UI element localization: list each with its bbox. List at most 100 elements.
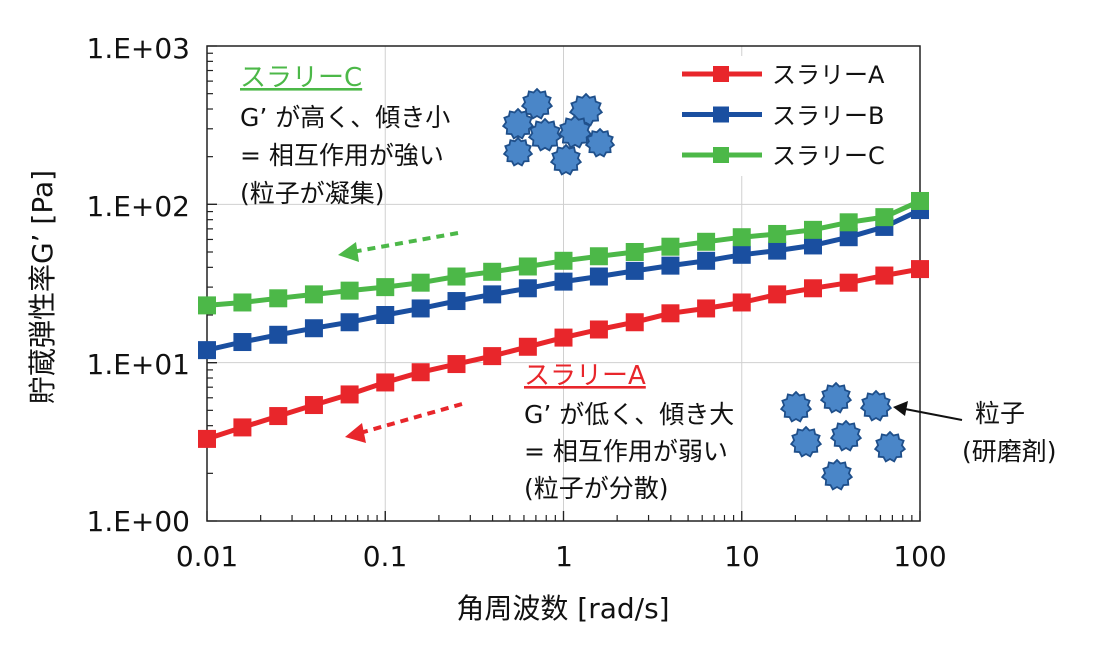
particle-icon bbox=[873, 430, 907, 463]
particle-icon bbox=[527, 117, 563, 152]
x-axis-title: 角周波数 [rad/s] bbox=[456, 592, 669, 625]
minor-ticks bbox=[206, 45, 921, 522]
data-point bbox=[518, 257, 537, 276]
particle-icon bbox=[501, 107, 535, 140]
data-point bbox=[732, 228, 751, 247]
annotation-c-line: G’ が高く、傾き小 bbox=[240, 103, 450, 132]
data-point bbox=[198, 296, 216, 315]
particle-icon bbox=[568, 92, 604, 127]
particle-label: 粒子 bbox=[975, 399, 1025, 428]
x-tick-label: 0.1 bbox=[363, 540, 408, 573]
data-point bbox=[518, 279, 537, 298]
annotation-c-line: (粒子が凝集) bbox=[240, 179, 385, 208]
data-point bbox=[661, 304, 680, 323]
data-point bbox=[661, 256, 680, 275]
data-point bbox=[340, 385, 359, 404]
data-point bbox=[875, 208, 894, 227]
data-point bbox=[625, 313, 644, 332]
data-point bbox=[839, 273, 858, 292]
particle-pointer-arrow bbox=[893, 401, 963, 421]
data-point bbox=[233, 418, 252, 437]
data-point bbox=[803, 220, 822, 239]
particle-label-sub: (研磨剤) bbox=[962, 437, 1057, 466]
data-point bbox=[518, 337, 537, 356]
data-point bbox=[875, 266, 894, 285]
data-point bbox=[269, 407, 288, 426]
annotation-a-title: スラリーA bbox=[524, 361, 646, 391]
data-point bbox=[732, 245, 751, 264]
annotation-a-line: (粒子が分散) bbox=[524, 474, 669, 503]
particle-icon bbox=[789, 425, 823, 458]
data-point bbox=[589, 267, 608, 286]
data-point bbox=[911, 260, 929, 279]
y-tick-label: 1.E+01 bbox=[87, 348, 191, 381]
particles bbox=[501, 87, 907, 491]
data-point bbox=[732, 293, 751, 312]
x-tick-label: 0.01 bbox=[176, 540, 238, 573]
data-point bbox=[447, 267, 466, 286]
data-point bbox=[839, 228, 858, 247]
data-point bbox=[554, 251, 573, 270]
data-point bbox=[198, 429, 216, 448]
data-point bbox=[411, 299, 430, 318]
data-point bbox=[411, 273, 430, 292]
x-tick-label: 100 bbox=[893, 540, 946, 573]
particle-icon bbox=[859, 389, 893, 422]
data-point bbox=[911, 191, 929, 210]
particle-icon bbox=[820, 458, 854, 491]
data-point bbox=[554, 328, 573, 347]
y-axis-title: 貯蔵弾性率G’ [Pa] bbox=[26, 170, 59, 404]
data-point bbox=[697, 251, 716, 270]
legend-marker bbox=[713, 106, 729, 123]
particle-icon bbox=[520, 87, 554, 120]
annotation-c-line: = 相互作用が強い bbox=[240, 141, 444, 170]
data-point bbox=[483, 285, 502, 304]
data-point bbox=[589, 247, 608, 266]
data-point bbox=[376, 373, 395, 392]
data-point bbox=[269, 325, 288, 344]
particle-icon bbox=[557, 114, 593, 149]
data-point bbox=[376, 306, 395, 325]
legend-label-a: スラリーA bbox=[772, 61, 885, 89]
data-point bbox=[803, 236, 822, 255]
data-point bbox=[625, 261, 644, 280]
data-point bbox=[589, 320, 608, 339]
data-point bbox=[697, 299, 716, 318]
particle-icon bbox=[584, 127, 616, 158]
data-point bbox=[768, 241, 787, 260]
data-point bbox=[269, 289, 288, 308]
x-tick-labels: 0.01 0.1 1 10 100 bbox=[176, 540, 947, 573]
data-point bbox=[447, 292, 466, 311]
y-tick-label: 1.E+02 bbox=[87, 190, 191, 223]
data-point bbox=[483, 347, 502, 366]
y-tick-labels: 1.E+03 1.E+02 1.E+01 1.E+00 bbox=[87, 32, 191, 538]
data-point bbox=[625, 242, 644, 261]
x-tick-label: 1 bbox=[555, 540, 573, 573]
series-layer bbox=[198, 191, 929, 448]
data-point bbox=[340, 281, 359, 300]
data-point bbox=[803, 279, 822, 298]
particle-icon bbox=[549, 143, 583, 176]
data-point bbox=[233, 293, 252, 312]
legend-label-b: スラリーB bbox=[772, 102, 884, 130]
trend-arrow-red bbox=[345, 402, 463, 443]
data-point bbox=[198, 341, 216, 360]
data-point bbox=[839, 213, 858, 232]
data-point bbox=[376, 278, 395, 297]
annotation-a-line: = 相互作用が弱い bbox=[524, 437, 728, 466]
data-point bbox=[304, 396, 323, 415]
data-point bbox=[697, 232, 716, 251]
x-tick-label: 10 bbox=[724, 540, 760, 573]
data-point bbox=[340, 313, 359, 332]
particle-icon bbox=[819, 381, 853, 414]
data-point bbox=[304, 319, 323, 338]
y-tick-label: 1.E+03 bbox=[87, 32, 191, 65]
annotation-c-title: スラリーC bbox=[240, 63, 362, 93]
trend-arrow-green bbox=[338, 231, 459, 262]
annotation-a-line: G’ が低く、傾き大 bbox=[524, 400, 734, 429]
data-point bbox=[768, 285, 787, 304]
data-point bbox=[483, 262, 502, 281]
data-point bbox=[447, 355, 466, 374]
data-point bbox=[768, 224, 787, 243]
data-point bbox=[554, 272, 573, 291]
